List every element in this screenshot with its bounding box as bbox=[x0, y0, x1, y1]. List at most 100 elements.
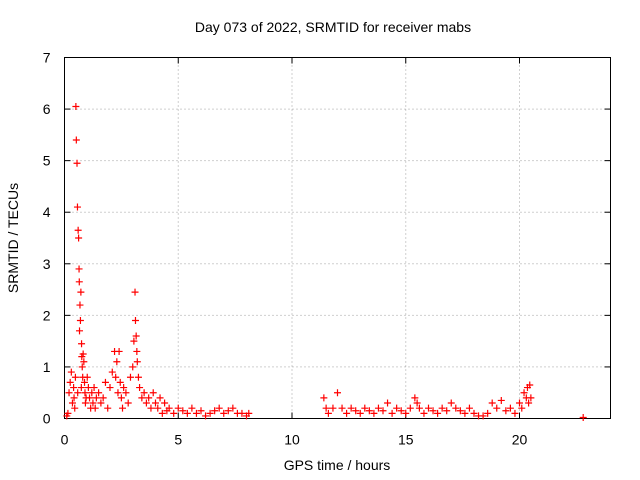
data-point bbox=[170, 409, 178, 417]
data-point bbox=[97, 399, 105, 407]
data-point bbox=[461, 409, 469, 417]
grid bbox=[64, 57, 611, 419]
data-point bbox=[132, 332, 140, 340]
data-point bbox=[116, 378, 124, 386]
data-point bbox=[122, 389, 130, 397]
data-point bbox=[70, 384, 78, 392]
data-point bbox=[438, 404, 446, 412]
y-tick-label: 7 bbox=[43, 50, 51, 66]
data-point bbox=[324, 409, 332, 417]
y-tick-label: 0 bbox=[43, 411, 51, 427]
y-tick-label: 1 bbox=[43, 359, 51, 375]
data-point bbox=[90, 384, 98, 392]
data-point bbox=[131, 288, 139, 296]
y-axis-label: SRMTID / TECUs bbox=[5, 183, 21, 293]
data-point bbox=[174, 404, 182, 412]
data-point bbox=[91, 404, 99, 412]
data-point bbox=[81, 399, 89, 407]
data-point bbox=[506, 404, 514, 412]
data-point bbox=[452, 404, 460, 412]
data-point bbox=[406, 404, 414, 412]
data-point bbox=[120, 384, 128, 392]
data-point bbox=[74, 226, 82, 234]
data-point bbox=[71, 373, 79, 381]
x-tick-label: 10 bbox=[284, 432, 300, 448]
y-tick-label: 6 bbox=[43, 101, 51, 117]
x-tick-label: 0 bbox=[61, 432, 69, 448]
data-point bbox=[329, 404, 337, 412]
data-point bbox=[68, 399, 76, 407]
data-point bbox=[361, 404, 369, 412]
data-point bbox=[425, 404, 432, 412]
data-point bbox=[101, 378, 109, 386]
data-point bbox=[429, 407, 437, 415]
data-point bbox=[520, 389, 528, 397]
data-point bbox=[320, 394, 328, 402]
data-point bbox=[365, 407, 373, 415]
data-point bbox=[379, 407, 387, 415]
data-point bbox=[465, 404, 473, 412]
data-point bbox=[511, 409, 519, 417]
data-point bbox=[161, 399, 169, 407]
data-point bbox=[115, 347, 123, 355]
data-point bbox=[579, 413, 587, 421]
data-point bbox=[197, 407, 205, 415]
data-point bbox=[79, 350, 87, 358]
data-point bbox=[75, 265, 83, 273]
data-point bbox=[99, 394, 107, 402]
data-point bbox=[152, 399, 159, 407]
y-tick-label: 2 bbox=[43, 307, 51, 323]
data-point bbox=[188, 404, 196, 412]
data-point bbox=[479, 412, 487, 420]
data-point bbox=[488, 399, 496, 407]
data-point bbox=[338, 404, 346, 412]
data-point bbox=[76, 301, 84, 309]
data-point bbox=[65, 389, 73, 397]
data-point bbox=[78, 363, 86, 371]
data-point bbox=[516, 399, 523, 407]
ticks bbox=[64, 57, 611, 419]
data-point bbox=[142, 399, 150, 407]
data-point bbox=[420, 409, 428, 417]
data-point bbox=[415, 404, 423, 412]
data-point bbox=[434, 409, 442, 417]
data-point bbox=[526, 381, 534, 389]
data-point bbox=[112, 373, 120, 381]
data-point bbox=[134, 373, 142, 381]
data-point bbox=[67, 368, 75, 376]
data-point bbox=[224, 407, 232, 415]
plot-frame bbox=[64, 57, 611, 419]
data-point bbox=[75, 278, 83, 286]
y-tick-label: 3 bbox=[43, 256, 51, 272]
data-point bbox=[374, 404, 382, 412]
data-point bbox=[356, 409, 364, 417]
data-point bbox=[136, 384, 144, 392]
data-point bbox=[86, 394, 94, 402]
data-point bbox=[484, 409, 492, 417]
data-point bbox=[77, 384, 85, 392]
data-point bbox=[81, 389, 89, 397]
data-points bbox=[63, 102, 587, 421]
data-point bbox=[81, 378, 89, 386]
data-point bbox=[470, 409, 478, 417]
data-point bbox=[206, 409, 214, 417]
data-point bbox=[158, 409, 166, 417]
data-point bbox=[493, 404, 501, 412]
data-point bbox=[149, 389, 157, 397]
data-point bbox=[131, 317, 139, 325]
data-point bbox=[245, 409, 253, 417]
y-tick-label: 4 bbox=[43, 204, 51, 220]
data-point bbox=[497, 396, 505, 404]
data-point bbox=[527, 394, 535, 402]
data-point bbox=[156, 394, 164, 402]
data-point bbox=[80, 358, 88, 366]
data-point bbox=[83, 373, 91, 381]
data-point bbox=[179, 407, 187, 415]
data-point bbox=[114, 389, 122, 397]
x-axis-label: GPS time / hours bbox=[284, 457, 391, 473]
tick-labels: 0 5 10 15 20 0 1 2 3 4 5 6 7 bbox=[43, 50, 528, 448]
data-point bbox=[104, 404, 112, 412]
data-point bbox=[71, 404, 79, 412]
data-point bbox=[145, 394, 153, 402]
data-point bbox=[66, 378, 74, 386]
